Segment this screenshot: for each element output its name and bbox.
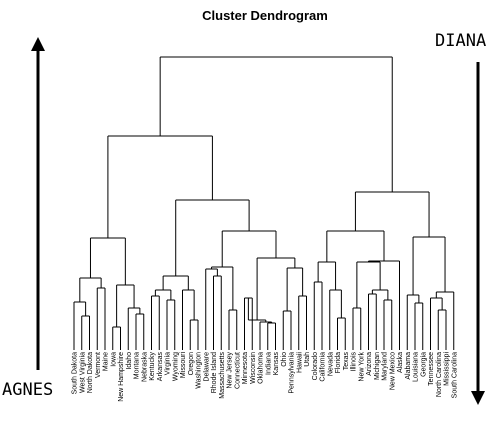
diana-arrow bbox=[471, 62, 485, 405]
leaf-label: Tennessee bbox=[428, 352, 435, 386]
leaf-label: Louisiana bbox=[413, 352, 420, 382]
leaf-label: Michigan bbox=[374, 352, 381, 380]
leaf-label: Minnesota bbox=[242, 352, 249, 384]
leaf-label: Virginia bbox=[165, 352, 172, 375]
leaf-label: Kansas bbox=[273, 352, 280, 376]
leaf-label: Illinois bbox=[351, 352, 358, 372]
leaf-label: Alabama bbox=[405, 352, 412, 380]
leaf-label: Nevada bbox=[327, 352, 334, 376]
leaf-label: Montana bbox=[134, 352, 141, 379]
diana-label: DIANA bbox=[435, 31, 486, 51]
leaf-label: Wyoming bbox=[172, 352, 179, 381]
leaf-label: New Mexico bbox=[389, 352, 396, 390]
leaf-label: New York bbox=[358, 352, 365, 382]
leaf-label: Pennsylvania bbox=[289, 352, 296, 394]
leaf-label: Maryland bbox=[382, 352, 389, 381]
leaf-label: North Dakota bbox=[87, 352, 94, 393]
leaf-label: West Virginia bbox=[79, 352, 86, 393]
dendrogram-tree bbox=[73, 56, 455, 350]
leaf-label: Florida bbox=[335, 352, 342, 374]
leaf-label: Delaware bbox=[203, 352, 210, 382]
agnes-arrow bbox=[31, 37, 45, 370]
leaf-label: Arizona bbox=[366, 352, 373, 376]
leaf-label: Indiana bbox=[265, 352, 272, 375]
leaf-label: Kentucky bbox=[149, 352, 156, 381]
leaf-label: Arkansas bbox=[157, 352, 164, 382]
leaf-label: Wisconsin bbox=[250, 352, 257, 384]
leaf-label: Mississippi bbox=[444, 352, 451, 386]
leaf-label: Ohio bbox=[281, 352, 288, 367]
leaf-label: Texas bbox=[343, 352, 350, 371]
leaf-label: Utah bbox=[304, 352, 311, 367]
leaf-labels: South Dakota West Virginia North Dakota Ver… bbox=[72, 352, 459, 402]
leaf-label: Hawaii bbox=[296, 352, 303, 373]
leaf-label: Oklahoma bbox=[258, 352, 265, 384]
leaf-label: Idaho bbox=[126, 352, 133, 370]
leaf-label: Maine bbox=[103, 352, 110, 371]
leaf-label: South Dakota bbox=[72, 352, 79, 395]
leaf-label: New Jersey bbox=[227, 352, 234, 389]
leaf-label: Washington bbox=[196, 352, 203, 389]
agnes-label: AGNES bbox=[2, 380, 53, 400]
leaf-label: Nebraska bbox=[141, 352, 148, 382]
leaf-label: Colorado bbox=[312, 352, 319, 381]
leaf-label: South Carolina bbox=[451, 352, 458, 398]
leaf-label: Missouri bbox=[180, 352, 187, 379]
leaf-label: Oregon bbox=[188, 352, 195, 375]
leaf-label: North Carolina bbox=[436, 352, 443, 397]
leaf-label: Rhode Island bbox=[211, 352, 218, 393]
leaf-label: California bbox=[320, 352, 327, 382]
leaf-label: Iowa bbox=[110, 352, 117, 367]
leaf-label: Connecticut bbox=[234, 352, 241, 389]
leaf-label: Georgia bbox=[420, 352, 427, 377]
leaf-label: Alaska bbox=[397, 352, 404, 373]
leaf-label: Vermont bbox=[95, 352, 102, 378]
chart-title: Cluster Dendrogram bbox=[202, 8, 328, 23]
leaf-label: New Hampshire bbox=[118, 352, 125, 402]
leaf-label: Massachusetts bbox=[219, 352, 226, 399]
